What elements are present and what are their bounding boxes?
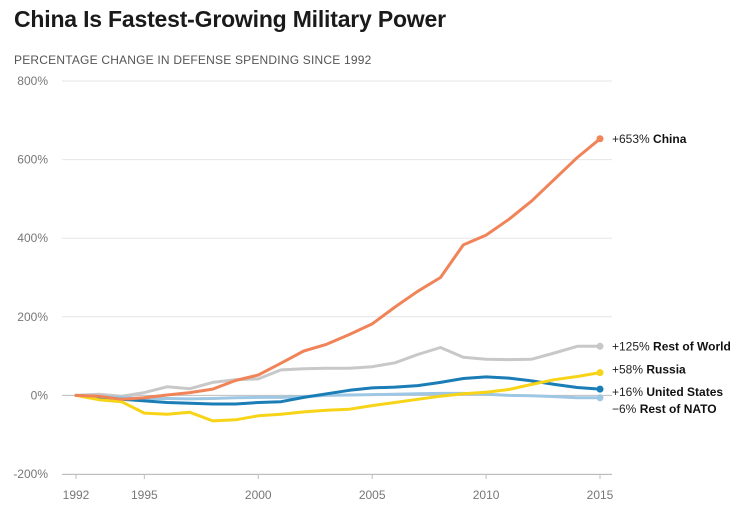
series-end-value: +125%	[612, 339, 653, 353]
series-line-russia	[74, 371, 602, 423]
x-tick-label: 1992	[63, 488, 90, 502]
series-line-rest-of-world	[74, 344, 602, 398]
y-tick-label: 400%	[17, 231, 48, 245]
y-tick-label: 0%	[31, 388, 49, 402]
series-end-value: +653%	[612, 132, 653, 146]
series-label: +16% United States	[612, 385, 723, 399]
series-end-point	[596, 385, 604, 393]
series-line-china	[74, 137, 602, 401]
series-line-rest-of-nato	[74, 391, 602, 401]
series-lines	[74, 135, 604, 423]
series-end-point	[596, 342, 604, 350]
x-tick-label: 1995	[131, 488, 158, 502]
series-labels: +653% China +125% Rest of World +58% Russi…	[612, 132, 731, 416]
series-label: +125% Rest of World	[612, 339, 731, 353]
series-end-value: +16%	[612, 385, 646, 399]
gridlines	[62, 80, 612, 475]
series-name: United States	[646, 385, 723, 399]
y-tick-label: 800%	[17, 74, 48, 88]
x-axis: 1992 1995 2000 2005 2010 2015	[62, 474, 614, 502]
series-end-point	[596, 369, 604, 377]
chart-title: China Is Fastest-Growing Military Power	[14, 6, 446, 32]
series-name: Rest of World	[653, 339, 731, 353]
chart-subtitle: PERCENTAGE CHANGE IN DEFENSE SPENDING SI…	[14, 53, 372, 67]
y-tick-label: 200%	[17, 310, 48, 324]
series-name: Russia	[646, 363, 686, 377]
series-end-value: +58%	[612, 363, 646, 377]
series-end-value: −6%	[612, 402, 640, 416]
x-tick-label: 2005	[359, 488, 386, 502]
series-end-point	[596, 394, 604, 402]
y-tick-label: -200%	[13, 467, 48, 481]
x-tick-label: 2000	[245, 488, 272, 502]
y-axis: -200% 0% 200% 400% 600% 800%	[13, 74, 48, 481]
series-label: +58% Russia	[612, 363, 686, 377]
x-tick-label: 2015	[587, 488, 614, 502]
x-tick-label: 2010	[473, 488, 500, 502]
series-name: Rest of NATO	[640, 402, 717, 416]
series-label: +653% China	[612, 132, 687, 146]
series-line-united-states	[74, 375, 602, 406]
series-label: −6% Rest of NATO	[612, 402, 717, 416]
y-tick-label: 600%	[17, 153, 48, 167]
series-name: China	[653, 132, 687, 146]
series-end-point	[596, 135, 604, 143]
